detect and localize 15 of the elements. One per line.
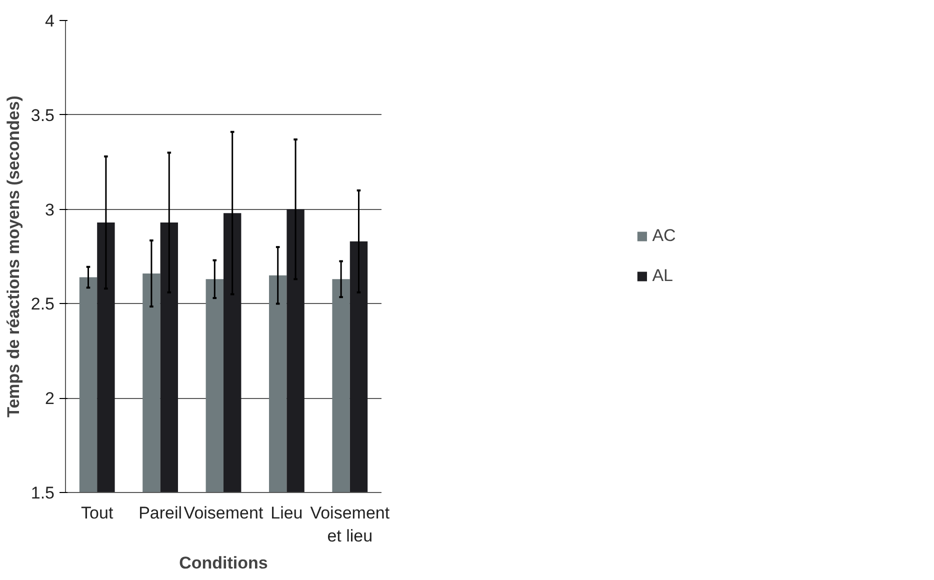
x-tick-label: Voisement <box>184 504 264 522</box>
y-tick-label: 2.5 <box>30 294 55 314</box>
y-axis-title: Temps de réactions moyens (secondes) <box>4 96 23 418</box>
x-tick-label: Lieu <box>270 504 303 522</box>
x-axis-title: Conditions <box>179 553 268 572</box>
x-tick-label: Voisement et lieu <box>310 504 390 546</box>
y-tick-label: 1.5 <box>30 484 55 502</box>
x-tick-label: Pareil <box>138 504 182 522</box>
x-tick-label: Tout <box>81 504 114 522</box>
y-tick-label: 3 <box>45 200 55 220</box>
y-tick-label: 4 <box>45 12 55 30</box>
legend-label: AC <box>652 226 676 246</box>
y-tick-label: 3.5 <box>30 106 55 125</box>
y-tick-label: 2 <box>45 389 55 408</box>
legend-label: AL <box>652 266 673 286</box>
